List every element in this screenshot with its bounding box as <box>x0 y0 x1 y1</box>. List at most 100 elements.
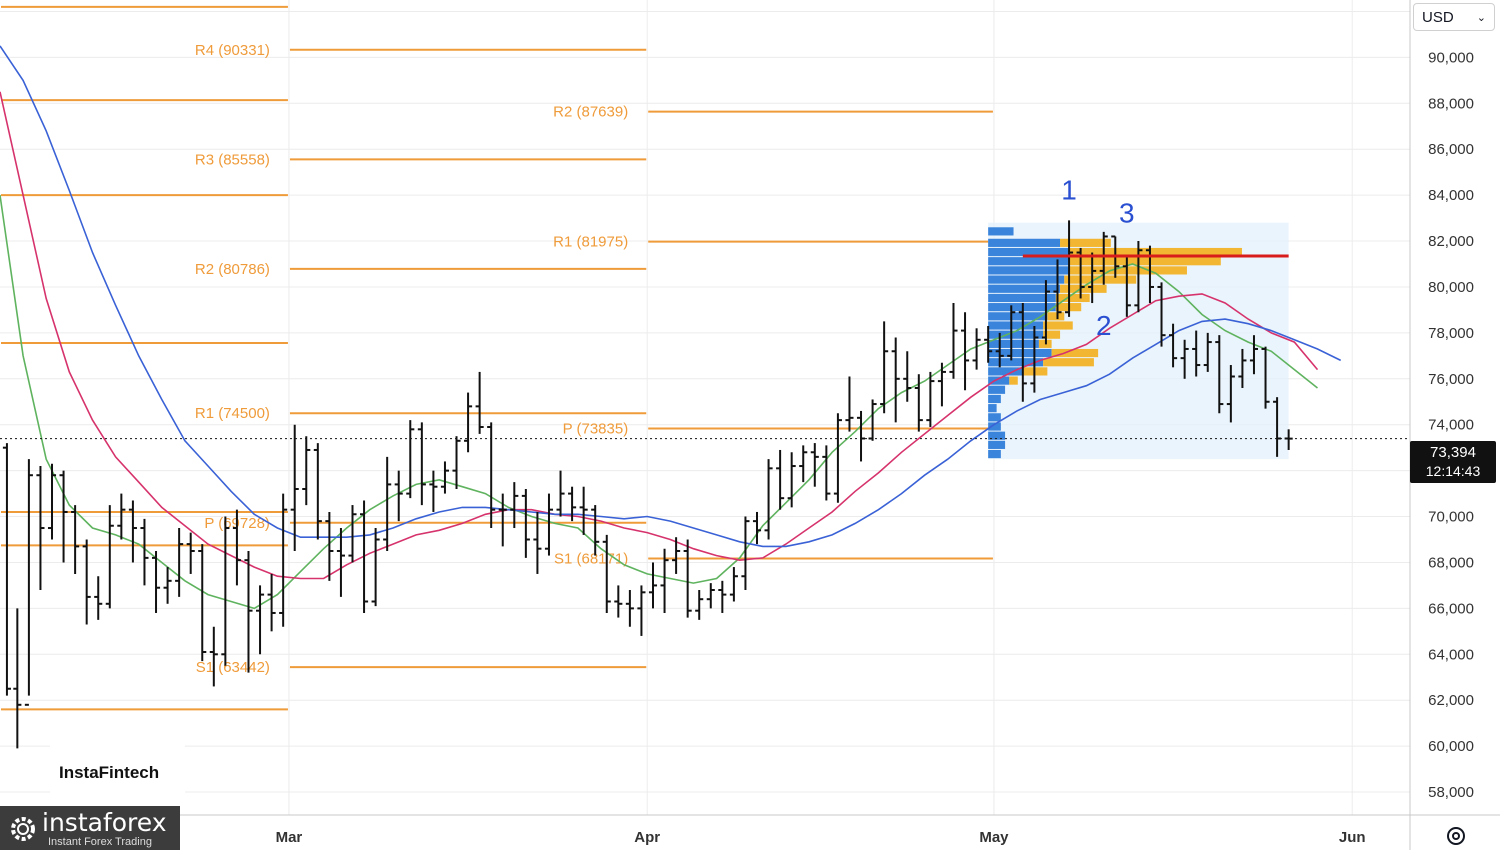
ohlc-bar <box>221 516 230 666</box>
ohlc-bar <box>810 443 819 487</box>
ohlc-bar <box>1180 339 1189 379</box>
ohlc-bar <box>695 590 704 620</box>
ohlc-bar <box>544 493 554 556</box>
y-tick-label: 82,000 <box>1428 233 1474 250</box>
profile-bar-orange <box>1060 238 1111 247</box>
ohlc-bar <box>926 371 935 428</box>
ohlc-bar <box>660 548 669 613</box>
profile-bar-blue <box>988 275 1065 284</box>
last-price: 73,394 <box>1430 444 1476 461</box>
logo-name: instaforex <box>42 808 167 837</box>
ohlc-bar <box>683 539 692 618</box>
profile-bar-orange <box>1043 330 1061 339</box>
y-tick-label: 62,000 <box>1428 692 1474 709</box>
ohlc-bar <box>151 550 161 613</box>
moving-average-line <box>0 91 1319 580</box>
ohlc-bar <box>59 470 68 563</box>
ohlc-bar <box>128 500 137 563</box>
ohlc-bar <box>787 452 796 508</box>
y-tick-label: 78,000 <box>1428 325 1474 342</box>
ohlc-bar <box>1065 220 1074 317</box>
y-tick-label: 74,000 <box>1428 417 1474 434</box>
profile-bar-blue <box>988 367 1022 376</box>
ohlc-bar <box>371 528 380 607</box>
x-tick-label: Mar <box>276 829 303 846</box>
ohlc-bar <box>394 470 403 522</box>
ohlc-bar <box>510 482 519 529</box>
ohlc-bar <box>799 445 808 483</box>
ohlc-bar <box>1018 303 1027 402</box>
ohlc-bar <box>568 486 577 522</box>
x-tick-label: Jun <box>1339 829 1366 846</box>
ohlc-bar <box>949 303 958 379</box>
profile-bar-blue <box>988 358 1044 367</box>
ohlc-bar <box>1157 282 1166 347</box>
ohlc-bar <box>1203 332 1212 372</box>
y-tick-label: 90,000 <box>1428 49 1474 66</box>
wave-annotation: 1 <box>1061 175 1077 206</box>
ohlc-bar <box>591 505 600 556</box>
ohlc-bar <box>868 399 877 441</box>
ohlc-bar <box>47 463 57 540</box>
ohlc-bar <box>267 573 276 632</box>
instaforex-gear-icon <box>11 817 35 841</box>
gear-icon[interactable] <box>1444 824 1468 848</box>
ohlc-bar <box>752 511 762 545</box>
profile-bar-blue <box>988 266 1069 275</box>
ohlc-bar <box>232 509 241 586</box>
profile-bar-blue <box>988 348 1052 358</box>
ohlc-bar <box>383 456 392 551</box>
ohlc-bar <box>1261 346 1270 409</box>
ohlc-bar <box>706 583 715 609</box>
ohlc-bar <box>105 505 114 609</box>
ohlc-bar <box>2 443 11 696</box>
ohlc-bar <box>1215 335 1224 414</box>
y-tick-label: 68,000 <box>1428 554 1474 571</box>
ohlc-bar <box>891 337 900 423</box>
ohlc-bar <box>1226 365 1235 423</box>
chart-overlays: 1 2 3 <box>0 175 1410 440</box>
y-tick-label: 88,000 <box>1428 95 1474 112</box>
profile-bar-blue <box>988 385 1006 394</box>
moving-average-line <box>0 45 1342 548</box>
ohlc-bar <box>290 424 299 551</box>
wave-annotation: 2 <box>1096 310 1112 341</box>
ohlc-bar <box>614 585 623 618</box>
profile-bar-orange <box>1064 275 1137 284</box>
ohlc-bar <box>464 392 473 453</box>
ohlc-bar <box>1053 259 1062 320</box>
instafintech-label: InstaFintech <box>50 738 185 808</box>
profile-bar-orange <box>1047 312 1065 321</box>
profile-bar-blue <box>988 247 1069 257</box>
currency-select[interactable]: USD ⌄ <box>1413 3 1495 31</box>
profile-bar-blue <box>988 339 1039 348</box>
ohlc-bars <box>2 220 1293 749</box>
ohlc-bar <box>1041 280 1050 345</box>
y-tick-label: 80,000 <box>1428 279 1474 296</box>
pivot-levels: R2 (88138)R1 (77561)P (68746)R4 (90331)R… <box>1 5 993 711</box>
ohlc-bar <box>406 420 415 499</box>
ohlc-bar <box>995 332 1004 368</box>
ohlc-bar <box>903 351 912 402</box>
ohlc-bar <box>279 493 288 627</box>
ohlc-bar <box>475 371 484 434</box>
ohlc-bar <box>1238 348 1247 388</box>
pivot-label: R2 (80786) <box>195 261 270 278</box>
ohlc-bar <box>1099 231 1108 285</box>
ohlc-bar <box>637 585 646 636</box>
ohlc-bar <box>764 459 773 540</box>
ohlc-bar <box>348 505 357 563</box>
ohlc-bar <box>1007 305 1016 361</box>
ohlc-bar <box>244 550 253 673</box>
ohlc-bar <box>556 470 565 517</box>
pivot-label: R4 (90331) <box>195 42 270 59</box>
ohlc-bar <box>163 567 172 604</box>
pivot-label: R2 (87639) <box>553 104 628 121</box>
chevron-down-icon: ⌄ <box>1476 11 1486 24</box>
pivot-label: R3 (85558) <box>195 151 270 168</box>
ohlc-bar <box>776 449 785 510</box>
y-tick-label: 76,000 <box>1428 371 1474 388</box>
profile-bar-blue <box>988 440 1006 449</box>
instaforex-logo: instaforex Instant Forex Trading <box>0 806 180 850</box>
